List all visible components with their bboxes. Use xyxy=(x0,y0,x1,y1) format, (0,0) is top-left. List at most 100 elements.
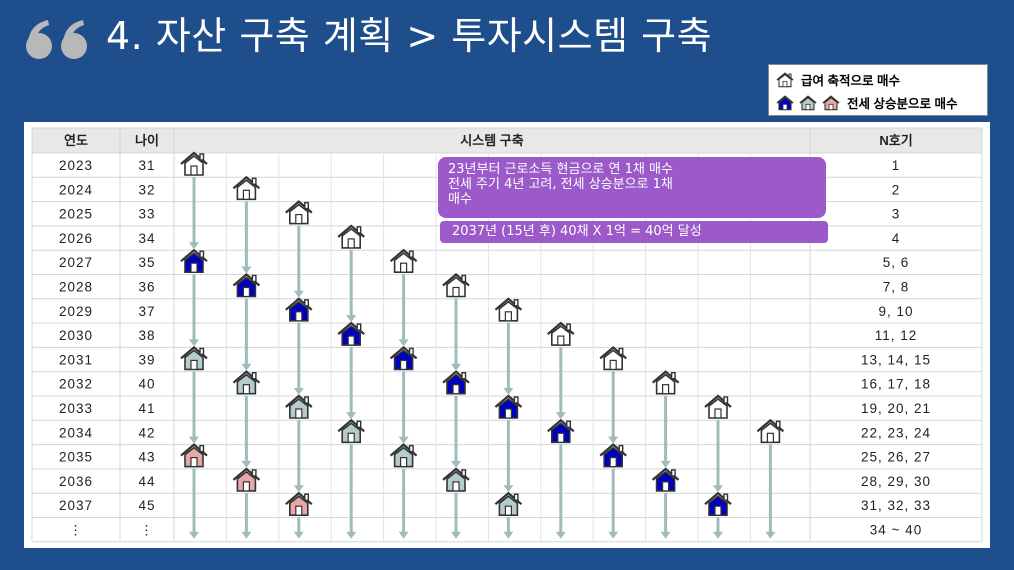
cell-year: 2025 xyxy=(59,207,93,222)
legend-label-salary: 급여 축적으로 매수 xyxy=(801,74,900,88)
arrow xyxy=(346,444,357,539)
cell-year: 2024 xyxy=(59,182,93,197)
page-title: 4. 자산 구축 계획 > 투자시스템 구축 xyxy=(106,14,713,58)
legend-item-salary: 급여 축적으로 매수 xyxy=(775,70,900,89)
cell-n: 28, 29, 30 xyxy=(861,474,931,489)
cell-n: 5, 6 xyxy=(883,255,910,270)
cell-n: 7, 8 xyxy=(883,280,910,295)
arrow xyxy=(293,420,304,493)
cell-year: 2032 xyxy=(59,377,93,392)
arrow xyxy=(713,420,723,493)
arrow xyxy=(555,347,566,420)
cell-year: 2031 xyxy=(59,352,93,367)
arrow xyxy=(241,492,252,539)
house-icon xyxy=(285,200,313,225)
cell-n: 22, 23, 24 xyxy=(861,425,931,440)
arrow xyxy=(608,371,619,444)
cell-n: 3 xyxy=(892,207,901,222)
house-icon xyxy=(232,467,261,492)
cell-age: 32 xyxy=(138,182,155,197)
cell-year: 2028 xyxy=(59,280,93,295)
house-icon xyxy=(494,297,523,322)
cell-age: 37 xyxy=(138,304,155,319)
house-icon xyxy=(232,370,261,395)
cell-age: ⋮ xyxy=(140,523,155,538)
cell-n: 13, 14, 15 xyxy=(861,352,931,367)
house-icon xyxy=(285,297,313,322)
house-icon xyxy=(599,443,627,468)
arrow xyxy=(765,444,776,539)
arrow xyxy=(503,420,514,493)
house-icon xyxy=(494,491,523,517)
cell-age: 43 xyxy=(138,450,155,465)
house-icon xyxy=(442,273,470,298)
house-icon xyxy=(180,248,208,273)
arrow xyxy=(608,468,619,539)
cell-n: 31, 32, 33 xyxy=(861,498,931,513)
house-icon xyxy=(232,273,261,298)
cell-age: 33 xyxy=(138,207,155,222)
house-icon xyxy=(494,394,523,419)
house-icon xyxy=(776,71,794,87)
cell-age: 38 xyxy=(138,328,155,343)
house-icon xyxy=(442,467,470,492)
arrow xyxy=(660,395,671,468)
cell-year: ⋮ xyxy=(69,523,84,538)
house-icon xyxy=(337,418,365,444)
arrow xyxy=(503,517,514,539)
cell-n: 11, 12 xyxy=(875,328,918,343)
cell-age: 45 xyxy=(138,498,155,513)
arrow xyxy=(293,322,304,395)
table-header xyxy=(32,128,982,153)
house-icon xyxy=(651,370,680,395)
cell-age: 40 xyxy=(138,377,155,392)
house-icon xyxy=(285,394,313,419)
header-system: 시스템 구축 xyxy=(460,133,523,148)
house-icon xyxy=(756,418,785,444)
house-icon xyxy=(547,418,575,444)
house-icon xyxy=(704,394,732,419)
house-icon xyxy=(180,443,208,468)
arrow xyxy=(398,468,409,539)
cell-year: 2035 xyxy=(59,450,93,465)
arrow xyxy=(241,395,252,468)
arrow xyxy=(241,298,252,371)
cell-n: 4 xyxy=(892,231,901,246)
house-icon xyxy=(704,491,732,517)
cell-n: 1 xyxy=(892,158,901,173)
cell-age: 44 xyxy=(138,474,155,489)
arrow xyxy=(346,249,357,323)
arrow xyxy=(293,225,304,298)
cell-n: 19, 20, 21 xyxy=(861,401,931,416)
house-icon xyxy=(337,224,365,249)
cell-year: 2029 xyxy=(59,304,93,319)
arrow xyxy=(555,444,566,539)
cell-n: 16, 17, 18 xyxy=(861,377,931,392)
quote-icon xyxy=(26,20,87,59)
house-icon xyxy=(232,175,261,201)
house-icon xyxy=(337,321,365,346)
house-icon xyxy=(651,467,680,492)
legend-label-jeonse: 전세 상승분으로 매수 xyxy=(847,97,958,111)
arrow xyxy=(189,274,199,347)
house-icon xyxy=(389,345,418,371)
note-line-1: 23년부터 근로소득 현금으로 연 1채 매수 xyxy=(448,162,673,177)
arrow xyxy=(713,517,723,539)
cell-year: 2030 xyxy=(59,328,93,343)
arrow xyxy=(398,371,409,444)
cell-n: 34 ~ 40 xyxy=(870,523,922,538)
cell-age: 31 xyxy=(138,158,155,173)
cell-age: 41 xyxy=(138,401,155,416)
cell-age: 42 xyxy=(138,425,155,440)
cell-year: 2027 xyxy=(59,255,93,270)
arrow xyxy=(398,274,409,347)
cell-age: 39 xyxy=(138,352,155,367)
arrow xyxy=(660,492,671,539)
house-icon xyxy=(547,321,575,346)
house-icon xyxy=(799,94,817,110)
header-age: 나이 xyxy=(135,133,159,148)
header-year: 연도 xyxy=(64,133,88,148)
house-icon xyxy=(180,151,208,176)
cell-age: 34 xyxy=(138,231,155,246)
house-icon xyxy=(389,248,418,273)
